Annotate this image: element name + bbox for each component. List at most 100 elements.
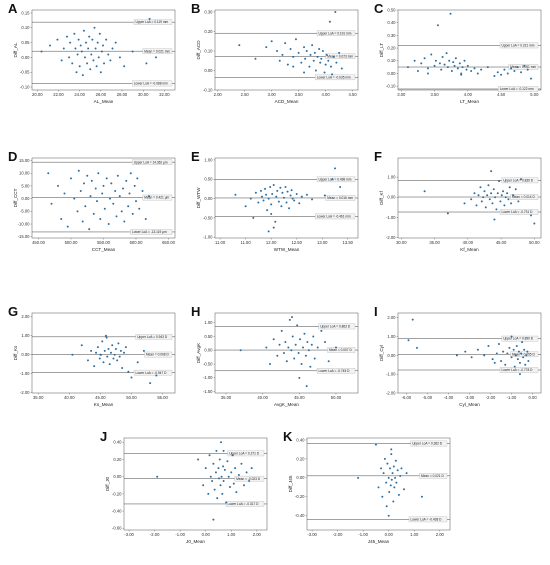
data-point	[93, 26, 96, 29]
data-point	[231, 454, 234, 457]
data-point	[262, 199, 265, 202]
data-point	[266, 209, 269, 212]
data-point	[272, 184, 275, 187]
reference-label: Upper LoA = 0.362 D	[412, 442, 443, 446]
data-point	[438, 62, 441, 65]
data-point	[338, 51, 341, 54]
data-point	[436, 24, 439, 27]
reference-label-box	[408, 516, 448, 523]
x-tick-label: -3.00	[307, 532, 317, 537]
reference-label: Upper LoA = 0.943 D	[137, 335, 168, 339]
data-point	[88, 35, 91, 38]
data-point	[284, 340, 287, 343]
data-point	[321, 49, 324, 52]
panel-letter: G	[8, 304, 18, 319]
data-point	[108, 363, 111, 366]
panel-letter: K	[283, 429, 293, 444]
x-tick-label: -3.00	[465, 395, 475, 400]
data-point	[99, 353, 102, 356]
reference-label-box	[318, 323, 356, 330]
x-tick-label: 45.00	[496, 240, 507, 245]
data-point	[292, 55, 295, 58]
reference-label-box	[130, 229, 173, 235]
data-point	[81, 74, 84, 77]
data-point	[426, 67, 429, 70]
x-axis-label: Cyl_Mean	[459, 402, 480, 407]
data-point	[399, 474, 402, 477]
reference-label: Lower LoA = -0.778 D	[502, 368, 534, 372]
data-point	[124, 346, 127, 349]
data-point	[270, 213, 273, 216]
data-point	[297, 51, 300, 54]
data-point	[281, 191, 284, 194]
data-point	[90, 349, 93, 352]
data-point	[286, 63, 289, 66]
data-point	[257, 201, 260, 204]
reference-label-box	[498, 86, 539, 92]
data-point	[202, 484, 205, 487]
data-point	[215, 449, 218, 452]
reference-label: Mean = 0.055 D	[512, 352, 535, 356]
x-tick-label: -4.00	[444, 395, 454, 400]
panel-letter: F	[374, 149, 382, 164]
data-point	[304, 57, 307, 60]
data-point	[291, 316, 293, 319]
reference-label: Lower LoA = -0.461 mm	[317, 214, 351, 218]
data-point	[214, 471, 217, 474]
data-point	[523, 64, 526, 67]
data-point	[116, 174, 119, 177]
data-point	[380, 467, 383, 470]
x-tick-label: 4.00	[464, 92, 473, 97]
data-point	[88, 228, 91, 231]
x-tick-label: 2.00	[253, 532, 262, 537]
data-point	[109, 197, 111, 200]
x-tick-label: 2.00	[436, 532, 445, 537]
panel-k: K -0.40 -0.20 0.00 0.20 0.40 -3.00 -2.00 -1.00 0.…	[275, 428, 458, 552]
data-point	[71, 353, 74, 356]
data-point	[204, 467, 207, 470]
plot-frame	[397, 9, 542, 91]
data-point	[130, 376, 133, 379]
data-point	[279, 186, 282, 189]
data-point	[382, 472, 385, 475]
data-point	[327, 360, 330, 363]
reference-label-box	[133, 19, 173, 25]
y-axis-label: Diff_Kf	[379, 190, 384, 204]
data-point	[90, 179, 93, 182]
reference-label: Upper LoA = 0.863 D	[320, 325, 351, 329]
x-tick-label: 22.00	[53, 92, 64, 97]
data-point	[274, 220, 277, 223]
data-point	[285, 201, 288, 204]
x-tick-label: 4.50	[497, 92, 506, 97]
data-point	[114, 41, 117, 44]
data-point	[109, 351, 112, 354]
data-point	[493, 75, 496, 78]
y-tick-label: 2.00	[387, 315, 396, 320]
data-point	[221, 492, 224, 495]
reference-label: Upper LoA = 0.271 D	[229, 451, 260, 455]
y-axis-label: Diff_WTW	[196, 187, 201, 209]
data-point	[461, 66, 464, 69]
data-point	[40, 50, 43, 53]
data-point	[111, 344, 114, 347]
data-point	[420, 495, 423, 498]
data-point	[269, 363, 271, 366]
panel-f: F -2.00 -1.00 0.00 1.00 30.00 35.00 40.00 45.00 5…	[366, 148, 549, 260]
data-point	[496, 71, 499, 74]
data-point	[103, 349, 106, 352]
data-point	[117, 342, 120, 345]
data-point	[144, 217, 147, 220]
data-point	[502, 350, 505, 353]
y-tick-label: 1.00	[21, 333, 30, 338]
reference-label-box	[510, 194, 539, 200]
data-point	[476, 348, 479, 351]
data-point	[216, 497, 219, 500]
panel-d: D -15.00 -10.00 -5.00 0.00 5.00 10.00 15.00 450.…	[0, 148, 183, 260]
data-point	[265, 193, 268, 196]
panel-letter: B	[191, 1, 200, 16]
data-point	[75, 71, 78, 74]
data-point	[470, 69, 473, 72]
data-point	[65, 35, 68, 38]
data-point	[335, 61, 338, 64]
data-point	[518, 373, 521, 376]
